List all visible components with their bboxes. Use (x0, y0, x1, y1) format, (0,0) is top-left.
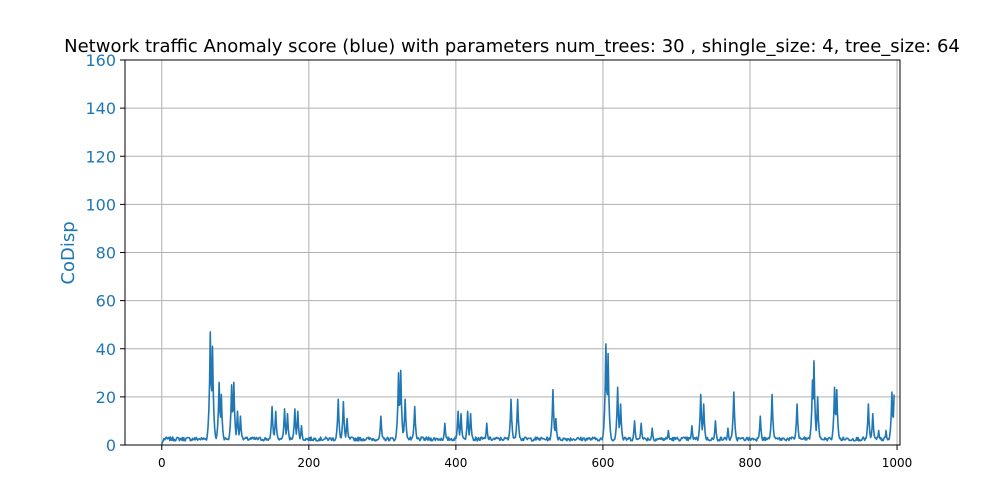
y-axis-label: CoDisp (58, 221, 79, 284)
y-axis-ticks: 0 20 40 60 80 100 120 140 160 (85, 51, 125, 455)
y-tick-label: 40 (96, 340, 116, 359)
x-axis-ticks: 0 200 400 600 800 1000 (158, 445, 912, 470)
y-tick-label: 80 (96, 244, 116, 263)
x-tick-label: 400 (444, 456, 467, 470)
y-tick-label: 0 (106, 436, 116, 455)
y-tick-label: 120 (85, 147, 116, 166)
series-layer (161, 331, 895, 445)
y-tick-label: 20 (96, 388, 116, 407)
x-tick-label: 600 (591, 456, 614, 470)
x-tick-label: 1000 (882, 456, 913, 470)
y-tick-label: 100 (85, 195, 116, 214)
chart-title: Network traffic Anomaly score (blue) wit… (64, 36, 960, 57)
y-tick-label: 60 (96, 292, 116, 311)
x-tick-label: 0 (158, 456, 166, 470)
y-tick-label: 140 (85, 99, 116, 118)
x-tick-label: 800 (739, 456, 762, 470)
series-line (161, 331, 895, 445)
x-tick-label: 200 (297, 456, 320, 470)
grid-lines (125, 59, 900, 446)
y-tick-label: 160 (85, 51, 116, 70)
